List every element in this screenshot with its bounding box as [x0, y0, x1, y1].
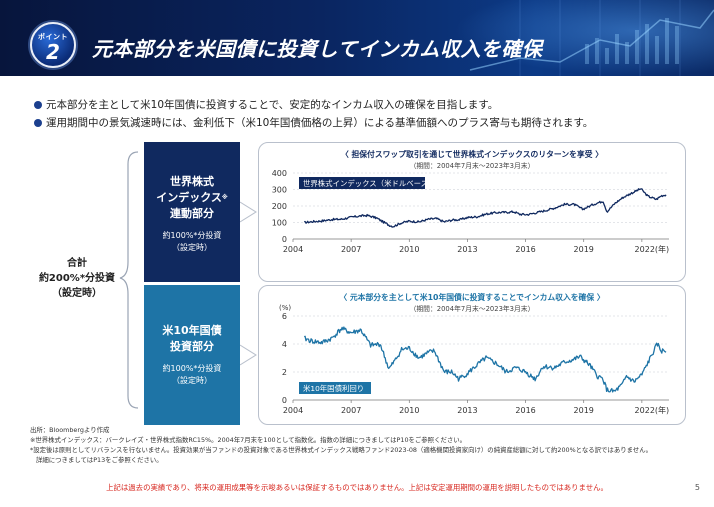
y-tick-label: 100 — [272, 219, 287, 228]
bullet-item-1: 元本部分を主として米10年国債に投資することで、安定的なインカム収入の確保を目指… — [34, 96, 694, 114]
equity-title-line-3: 連動部分 — [170, 207, 214, 220]
bond-chart-subtitle: （期間：2004年7月末～2023年3月末） — [409, 305, 535, 313]
bond-chart-panel: 〈 元本部分を主として米10年国債に投資することでインカム収入を確保 〉 （期間… — [258, 285, 686, 425]
bond-title-line-1: 米10年国債 — [162, 324, 222, 337]
y-tick-label: 300 — [272, 186, 287, 195]
y-tick-label: 400 — [272, 169, 287, 178]
series-legend: 世界株式インデックス（米ドルベース） — [299, 177, 435, 189]
equity-title-mark: ※ — [221, 194, 228, 201]
total-line-1: 合計 — [67, 258, 87, 269]
y-tick-label: 0 — [282, 396, 287, 405]
legend-label: 世界株式インデックス（米ドルベース） — [303, 179, 435, 188]
series-line — [303, 326, 667, 393]
series-legend: 米10年国債利回り — [299, 382, 371, 394]
equity-sub-line-1: 約100%*分投資 — [162, 231, 222, 240]
x-tick-label: 2016 — [515, 245, 535, 254]
equity-title-line-1: 世界株式 — [170, 175, 214, 188]
equity-title-line-2: インデックス※ — [144, 190, 240, 206]
equity-block-sub: 約100%*分投資 （設定時） — [144, 230, 240, 254]
legend-box — [299, 177, 425, 189]
bond-block-sub: 約100%*分投資 （設定時） — [144, 363, 240, 387]
source-note: 出所：Bloombergより作成 — [30, 426, 110, 434]
bond-sub-line-2: （設定時） — [172, 376, 212, 385]
equity-title-text: インデックス — [156, 191, 222, 204]
x-tick-label: 2010 — [399, 406, 419, 415]
x-tick-label: 2013 — [457, 245, 477, 254]
x-tick-label: 2016 — [515, 406, 535, 415]
total-line-2: 約200%*分投資 — [38, 273, 116, 284]
y-tick-label: 6 — [282, 312, 287, 321]
y-tick-label: 0 — [282, 235, 287, 244]
disclaimer: 上記は過去の実績であり、将来の運用成果等を示唆あるいは保証するものではありません… — [106, 483, 608, 492]
page-title: 元本部分を米国債に投資してインカム収入を確保 — [92, 37, 543, 61]
x-tick-label: 2022(年) — [635, 244, 670, 254]
arrow-right-icon — [240, 201, 257, 223]
badge-label: ポイント — [38, 33, 68, 41]
x-tick-label: 2007 — [341, 245, 361, 254]
series-line — [304, 188, 667, 228]
x-tick-label: 2019 — [574, 245, 594, 254]
footnote-2: *設定後は原則としてリバランスを行ないません。投資効果が当ファンドの投資対象であ… — [30, 446, 652, 454]
equity-chart-subtitle: （期間：2004年7月末～2023年3月末） — [409, 162, 535, 170]
x-tick-label: 2004 — [283, 406, 303, 415]
x-tick-label: 2022(年) — [635, 405, 670, 415]
equity-block-title: 世界株式 インデックス※ 連動部分 — [144, 174, 240, 222]
x-tick-label: 2004 — [283, 245, 303, 254]
brace-icon — [119, 151, 139, 409]
bond-sub-line-1: 約100%*分投資 — [162, 364, 222, 373]
legend-label: 米10年国債利回り — [303, 384, 364, 393]
equity-sub-line-2: （設定時） — [172, 243, 212, 252]
bond-block-title: 米10年国債 投資部分 — [144, 323, 240, 355]
footnotes: 出所：Bloombergより作成 ※世界株式インデックス：バークレイズ・世界株式… — [30, 425, 700, 465]
banner-decoration — [469, 0, 714, 76]
y-tick-label: 2 — [282, 368, 287, 377]
bullet-list: 元本部分を主として米10年国債に投資することで、安定的なインカム収入の確保を目指… — [34, 96, 694, 132]
y-axis-unit: (%) — [279, 304, 291, 312]
x-tick-label: 2007 — [341, 406, 361, 415]
bond-chart-title: 〈 元本部分を主として米10年国債に投資することでインカム収入を確保 〉 — [339, 293, 605, 302]
equity-chart-panel: 〈 担保付スワップ取引を通じて世界株式インデックスのリターンを享受 〉 （期間：… — [258, 142, 686, 282]
header-banner: ポイント 2 元本部分を米国債に投資してインカム収入を確保 — [0, 0, 714, 76]
total-line-3: （設定時） — [52, 288, 102, 299]
footnote-1: ※世界株式インデックス：バークレイズ・世界株式指数RC15%。2004年7月末を… — [30, 436, 467, 444]
footnote-3: 詳細につきましてはP13をご参照ください。 — [36, 456, 163, 464]
arrow-right-icon — [240, 344, 257, 366]
bond-chart: 0 2 4 6 2004 2007 2010 2013 2016 2019 2022(年) (%) 米1… — [279, 304, 670, 415]
bullet-item-2: 運用期間中の景気減速時には、金利低下（米10年国債価格の上昇）による基準価額への… — [34, 114, 694, 132]
x-tick-label: 2013 — [457, 406, 477, 415]
bond-title-line-2: 投資部分 — [170, 340, 214, 353]
bond-block: 米10年国債 投資部分 約100%*分投資 （設定時） — [144, 285, 240, 425]
y-tick-label: 200 — [272, 202, 287, 211]
point-badge: ポイント 2 — [30, 22, 76, 68]
equity-block: 世界株式 インデックス※ 連動部分 約100%*分投資 （設定時） — [144, 142, 240, 282]
total-investment-label: 合計 約200%*分投資 （設定時） — [26, 256, 128, 301]
y-tick-label: 4 — [282, 340, 287, 349]
equity-chart: 0 100 200 300 400 2004 2007 2010 2013 2016 2019 202… — [272, 169, 670, 254]
legend-box — [299, 382, 371, 394]
badge-number: 2 — [46, 40, 60, 64]
x-tick-label: 2019 — [574, 406, 594, 415]
x-tick-label: 2010 — [399, 245, 419, 254]
page-number: 5 — [694, 483, 700, 492]
equity-chart-title: 〈 担保付スワップ取引を通じて世界株式インデックスのリターンを享受 〉 — [340, 150, 604, 159]
